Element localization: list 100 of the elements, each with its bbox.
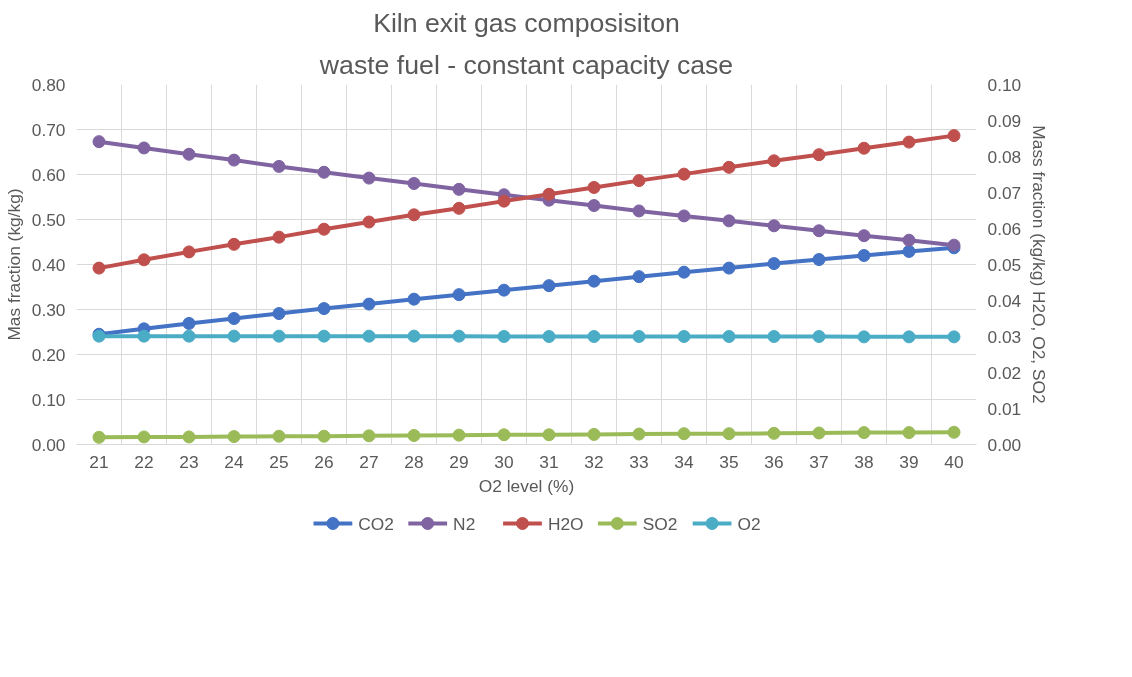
y-axis-title: Mas fraction (kg/kg) bbox=[3, 188, 24, 341]
point bbox=[182, 329, 196, 343]
x-tick-label: 28 bbox=[404, 451, 424, 472]
point bbox=[182, 147, 196, 161]
point bbox=[92, 430, 106, 444]
chart-subtitle: waste fuel - constant capacity case bbox=[318, 49, 734, 80]
point bbox=[137, 329, 151, 343]
x-tick-label: 37 bbox=[809, 451, 829, 472]
x-tick-label: 24 bbox=[224, 451, 244, 472]
x-tick-label: 30 bbox=[494, 451, 514, 472]
point bbox=[542, 330, 556, 343]
point bbox=[452, 288, 466, 302]
y-tick-label: 0.60 bbox=[31, 164, 66, 185]
point bbox=[542, 187, 556, 201]
x-tick-label: 34 bbox=[674, 451, 694, 472]
x-tick-label: 31 bbox=[539, 451, 559, 472]
point bbox=[857, 141, 871, 155]
legend-label: O2 bbox=[737, 513, 761, 534]
point bbox=[137, 253, 151, 267]
point bbox=[722, 160, 736, 174]
point bbox=[227, 430, 241, 444]
point bbox=[947, 330, 961, 344]
point bbox=[452, 329, 466, 343]
x-tick-label: 38 bbox=[854, 451, 874, 472]
x-tick-label: 36 bbox=[764, 451, 784, 472]
chart-title: Kiln exit gas composisiton bbox=[373, 7, 680, 38]
y2-tick-label: 0.03 bbox=[987, 326, 1022, 347]
point bbox=[857, 229, 871, 243]
point bbox=[767, 219, 781, 233]
x-tick-label: 26 bbox=[314, 451, 334, 472]
x-tick-label: 25 bbox=[269, 451, 289, 472]
point bbox=[812, 330, 826, 343]
point bbox=[182, 316, 196, 330]
y2-tick-label: 0.02 bbox=[987, 362, 1022, 383]
point bbox=[317, 302, 331, 316]
point bbox=[812, 426, 826, 440]
point bbox=[497, 194, 511, 208]
point bbox=[632, 427, 646, 441]
point bbox=[362, 297, 376, 311]
point bbox=[542, 428, 556, 442]
y-tick-label: 0.40 bbox=[31, 254, 66, 275]
point bbox=[542, 279, 556, 293]
point bbox=[587, 199, 601, 213]
point bbox=[362, 215, 376, 229]
y2-tick-label: 0.09 bbox=[987, 110, 1022, 131]
point bbox=[272, 429, 286, 443]
point bbox=[722, 330, 736, 343]
y-tick-label: 0.70 bbox=[31, 119, 66, 140]
y-tick-label: 0.80 bbox=[31, 74, 66, 95]
y2-tick-label: 0.05 bbox=[987, 254, 1022, 275]
point bbox=[587, 330, 601, 343]
point bbox=[677, 209, 691, 223]
point bbox=[902, 330, 916, 344]
point bbox=[497, 283, 511, 297]
point bbox=[677, 167, 691, 181]
point bbox=[272, 307, 286, 321]
y2-tick-label: 0.04 bbox=[987, 290, 1022, 311]
y2-tick-label: 0.06 bbox=[987, 218, 1022, 239]
point bbox=[362, 329, 376, 343]
point bbox=[857, 330, 871, 344]
point bbox=[182, 430, 196, 444]
point bbox=[902, 233, 916, 247]
point bbox=[227, 312, 241, 325]
y2-tick-label: 0.00 bbox=[987, 434, 1022, 455]
point bbox=[317, 222, 331, 236]
point bbox=[857, 249, 871, 262]
x-tick-label: 23 bbox=[179, 451, 199, 472]
point bbox=[92, 261, 106, 275]
legend-label: CO2 bbox=[358, 513, 394, 534]
point bbox=[947, 425, 961, 439]
point bbox=[587, 427, 601, 441]
x-tick-label: 35 bbox=[719, 451, 739, 472]
point bbox=[587, 180, 601, 194]
point bbox=[272, 329, 286, 343]
legend-label: H2O bbox=[547, 513, 584, 534]
point bbox=[902, 135, 916, 149]
point bbox=[857, 426, 871, 440]
x-tick-label: 39 bbox=[899, 451, 919, 472]
point bbox=[272, 230, 286, 244]
point bbox=[317, 329, 331, 343]
point bbox=[407, 329, 421, 343]
y-tick-label: 0.20 bbox=[31, 344, 66, 365]
point bbox=[317, 429, 331, 443]
point bbox=[407, 292, 421, 306]
x-axis-title: O2 level (%) bbox=[478, 475, 575, 496]
legend-label: SO2 bbox=[642, 513, 678, 534]
point bbox=[812, 253, 826, 267]
point bbox=[362, 171, 376, 185]
point bbox=[677, 427, 691, 441]
point bbox=[587, 274, 601, 288]
point bbox=[92, 135, 106, 149]
point bbox=[722, 261, 736, 275]
point bbox=[632, 204, 646, 218]
point bbox=[812, 148, 826, 162]
point bbox=[767, 257, 781, 271]
point bbox=[317, 165, 331, 179]
y2-tick-label: 0.01 bbox=[987, 398, 1022, 419]
legend-label: N2 bbox=[453, 513, 476, 534]
x-tick-label: 22 bbox=[134, 451, 154, 472]
x-tick-label: 40 bbox=[944, 451, 964, 472]
